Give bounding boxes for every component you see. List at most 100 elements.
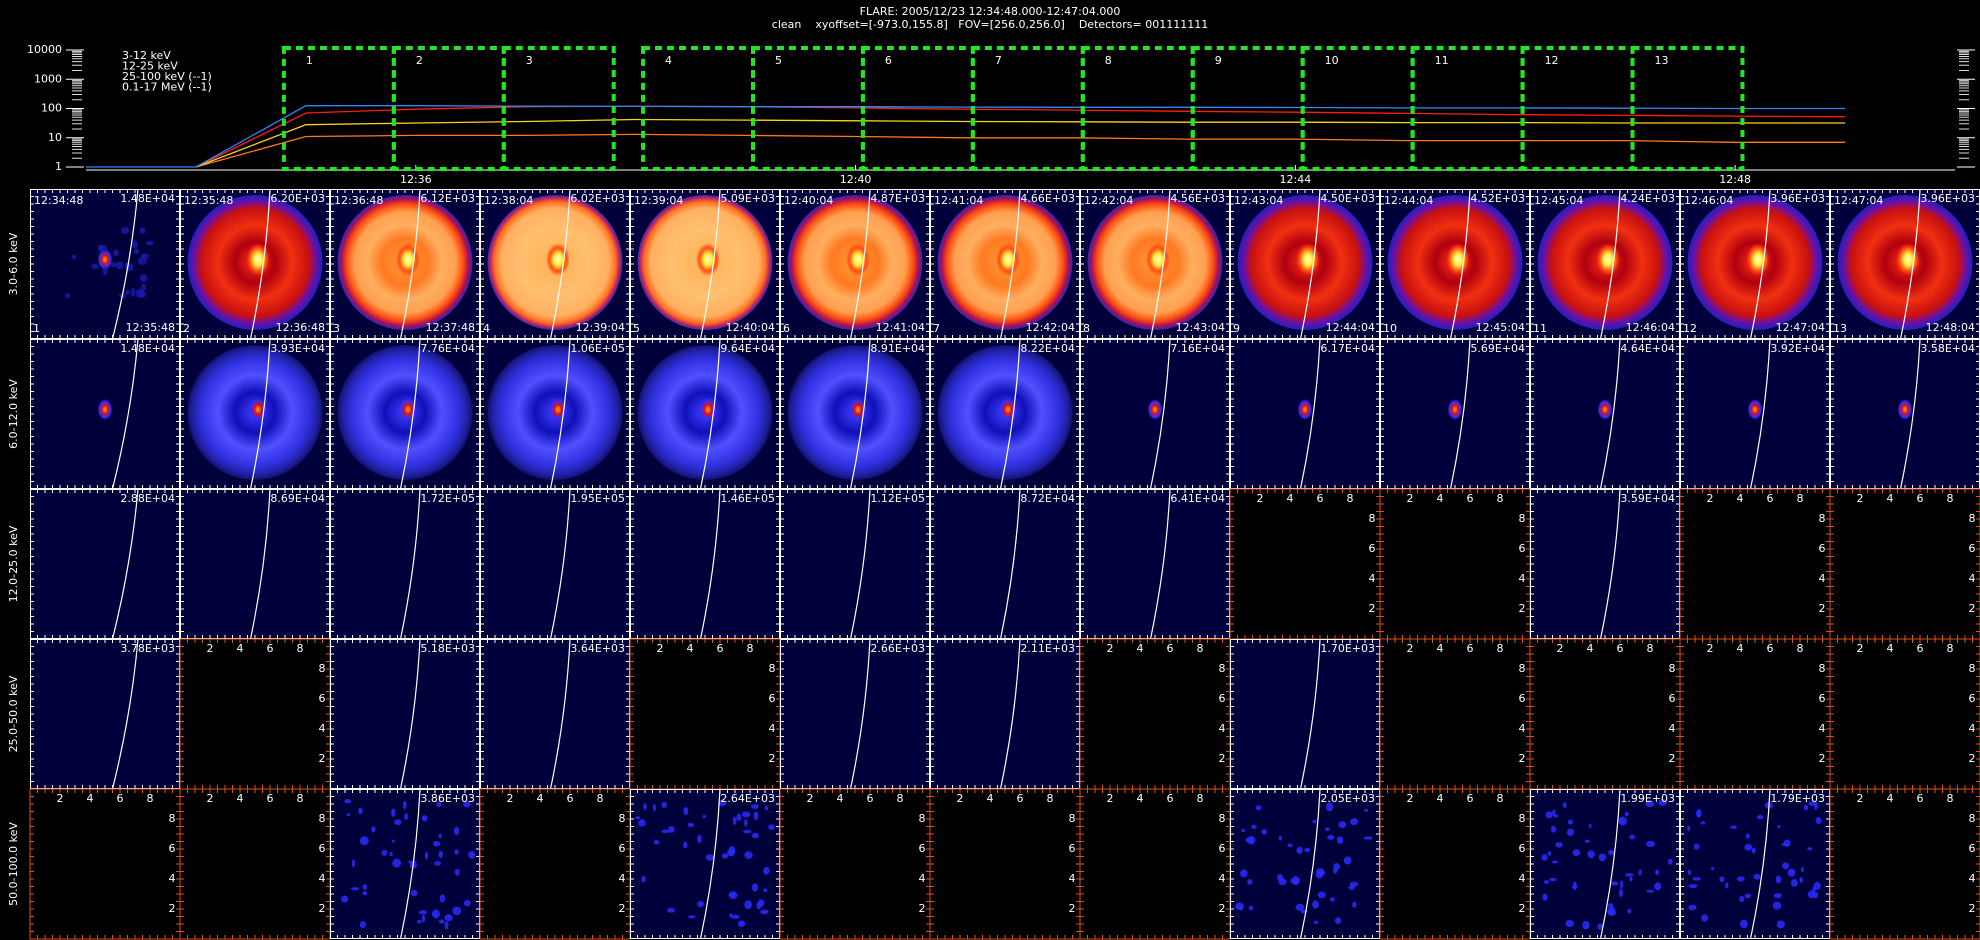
noise-blob bbox=[131, 240, 139, 249]
noise-blob bbox=[732, 816, 737, 826]
empty-axis-label: 2 bbox=[1069, 902, 1076, 915]
noise-blob bbox=[1618, 816, 1628, 826]
noise-blob bbox=[756, 902, 762, 910]
noise-blob bbox=[668, 826, 675, 833]
noise-blob bbox=[1730, 825, 1737, 830]
empty-axis-label: 6 bbox=[1819, 692, 1826, 705]
x-tick-label: 12:48 bbox=[1719, 173, 1751, 186]
noise-blob bbox=[1247, 878, 1253, 885]
cell-ticks bbox=[630, 639, 780, 789]
noise-blob bbox=[697, 834, 702, 844]
peak-value: 5.18E+03 bbox=[420, 642, 475, 655]
solar-limb bbox=[1599, 338, 1621, 490]
image-cell: 2 2 4 4 6 6 8 8 bbox=[1529, 638, 1681, 790]
peak-value: 5.09E+03 bbox=[720, 192, 775, 205]
image-cell: 4.64E+04 bbox=[1530, 338, 1680, 490]
noise-blob bbox=[454, 849, 459, 855]
empty-cell bbox=[179, 788, 331, 940]
cell-ticks bbox=[780, 489, 930, 639]
image-cell: 3.64E+03 bbox=[480, 638, 630, 790]
solar-limb bbox=[1149, 338, 1171, 490]
image-cell: 1.79E+03 bbox=[1680, 788, 1830, 940]
noise-blob bbox=[1719, 876, 1725, 883]
source-core bbox=[696, 243, 720, 276]
cell-ticks bbox=[30, 639, 180, 789]
noise-blob bbox=[359, 836, 369, 846]
noise-blob bbox=[444, 920, 449, 930]
image-cell: 8.69E+04 bbox=[180, 488, 330, 640]
empty-axis-label: 8 bbox=[1947, 792, 1954, 805]
solar-limb bbox=[699, 338, 721, 490]
empty-axis-label: 2 bbox=[1707, 492, 1714, 505]
noise-blob bbox=[744, 900, 752, 910]
empty-axis-label: 8 bbox=[1947, 642, 1954, 655]
peak-value: 6.20E+03 bbox=[270, 192, 325, 205]
empty-axis-label: 2 bbox=[1557, 642, 1564, 655]
solar-limb bbox=[699, 788, 721, 940]
cell-ticks bbox=[480, 789, 630, 939]
noise-blob bbox=[1646, 889, 1655, 893]
image-cell: 2.66E+03 bbox=[780, 638, 930, 790]
noise-blob bbox=[1333, 863, 1341, 871]
noise-blob bbox=[1655, 869, 1660, 876]
cell-ticks bbox=[630, 489, 780, 639]
empty-axis-label: 8 bbox=[1669, 662, 1676, 675]
empty-axis-label: 4 bbox=[769, 722, 776, 735]
peak-value: 4.50E+03 bbox=[1320, 192, 1375, 205]
noise-blob bbox=[125, 289, 130, 296]
empty-axis-label: 4 bbox=[1137, 792, 1144, 805]
image-cell: 2.05E+03 bbox=[1230, 788, 1380, 940]
empty-axis-label: 6 bbox=[867, 792, 874, 805]
interval-index: 6 bbox=[783, 322, 790, 335]
source-core bbox=[846, 243, 870, 276]
noise-blob bbox=[1567, 819, 1574, 825]
peak-value: 8.69E+04 bbox=[270, 492, 325, 505]
noise-blob bbox=[1739, 895, 1745, 903]
noise-blob bbox=[436, 801, 442, 808]
empty-axis-label: 6 bbox=[1467, 492, 1474, 505]
noise-blob bbox=[661, 801, 668, 808]
peak-value: 4.56E+03 bbox=[1170, 192, 1225, 205]
empty-cell bbox=[629, 638, 781, 790]
empty-axis-label: 4 bbox=[1969, 872, 1976, 885]
noise-blob bbox=[1608, 849, 1615, 856]
cell-ticks bbox=[1230, 489, 1380, 639]
noise-blob bbox=[729, 892, 736, 897]
empty-axis-label: 2 bbox=[1857, 792, 1864, 805]
band-label: 25.0-50.0 keV bbox=[7, 675, 20, 752]
image-cell: 2.88E+04 bbox=[30, 488, 180, 640]
empty-axis-label: 4 bbox=[237, 642, 244, 655]
interval-index: 1 bbox=[33, 322, 40, 335]
peak-value: 4.66E+03 bbox=[1020, 192, 1075, 205]
empty-axis-label: 2 bbox=[1969, 902, 1976, 915]
interval-index: 5 bbox=[633, 322, 640, 335]
noise-blob bbox=[1338, 821, 1347, 829]
image-cell: 3.96E+03 12:47:04 12:48:04 13 bbox=[1830, 188, 1980, 340]
legend-label: 3-12 keV bbox=[122, 49, 171, 62]
solar-limb bbox=[1899, 188, 1921, 340]
band-label: 6.0-12.0 keV bbox=[7, 379, 20, 449]
noise-blob bbox=[1336, 836, 1344, 844]
source-core bbox=[1296, 243, 1320, 276]
noise-blob bbox=[1807, 890, 1815, 899]
noise-blob bbox=[1629, 876, 1633, 882]
cell-ticks bbox=[930, 189, 1080, 339]
empty-axis-label: 6 bbox=[1969, 692, 1976, 705]
empty-axis-label: 4 bbox=[237, 792, 244, 805]
empty-axis-label: 8 bbox=[769, 662, 776, 675]
empty-axis-label: 2 bbox=[1857, 492, 1864, 505]
image-cell: 5.09E+03 12:39:04 12:40:04 5 bbox=[630, 188, 780, 340]
noise-blob bbox=[452, 906, 462, 916]
noise-blob bbox=[1248, 905, 1254, 911]
empty-axis-label: 4 bbox=[919, 872, 926, 885]
noise-blob bbox=[1658, 798, 1668, 806]
solar-limb bbox=[1299, 638, 1321, 790]
noise-blob bbox=[1543, 880, 1550, 884]
solar-limb bbox=[1749, 788, 1771, 940]
noise-blob bbox=[1701, 914, 1709, 922]
noise-blob bbox=[404, 813, 409, 820]
empty-axis-label: 8 bbox=[1497, 792, 1504, 805]
empty-axis-label: 2 bbox=[1669, 752, 1676, 765]
empty-axis-label: 8 bbox=[919, 812, 926, 825]
